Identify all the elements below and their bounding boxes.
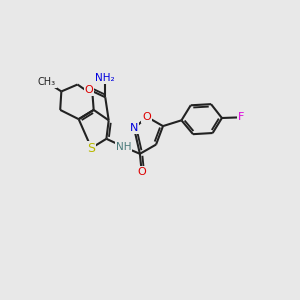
Text: NH₂: NH₂ — [95, 73, 115, 82]
Text: S: S — [87, 142, 95, 154]
Text: N: N — [130, 123, 138, 134]
Text: CH₃: CH₃ — [38, 77, 56, 87]
Text: O: O — [85, 85, 93, 94]
Text: O: O — [137, 167, 146, 177]
Text: F: F — [238, 112, 244, 122]
Text: O: O — [142, 112, 151, 122]
Text: NH: NH — [116, 142, 131, 152]
